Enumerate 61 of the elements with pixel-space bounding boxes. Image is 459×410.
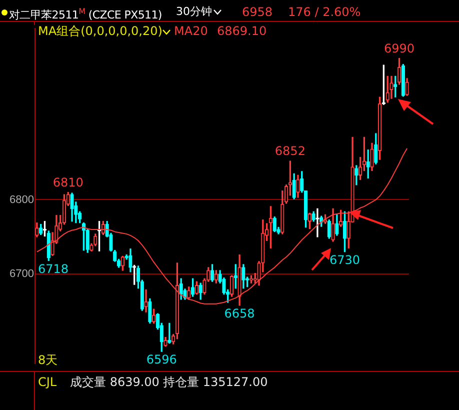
- candlestick: [120, 256, 124, 271]
- annotation: 6730: [329, 252, 360, 267]
- text: CJL: [38, 375, 57, 389]
- candlestick: [292, 173, 296, 200]
- text: 6958: [242, 5, 273, 19]
- candlestick: [370, 142, 374, 172]
- annotation: 6718: [38, 262, 69, 276]
- candlestick: [187, 286, 191, 300]
- text: MA20: [174, 24, 208, 38]
- annotation: 6869.10: [217, 24, 267, 38]
- candlestick: [312, 211, 316, 222]
- text: 持仓量 135127.00: [163, 375, 268, 389]
- candlestick: [335, 214, 339, 236]
- candlestick: [190, 278, 195, 297]
- candlestick: [280, 190, 284, 234]
- candlestick: [132, 264, 136, 285]
- candlestick: [152, 308, 156, 324]
- candlestick: [144, 289, 148, 312]
- candlestick: [331, 208, 335, 242]
- candlestick: [378, 96, 382, 160]
- annotation: 8天: [38, 353, 58, 367]
- candlestick: [405, 78, 409, 96]
- candlestick: [394, 76, 398, 98]
- candlestick: [148, 298, 152, 324]
- y-tick-label: 6700: [10, 268, 34, 280]
- candlestick: [179, 278, 183, 300]
- candlestick: [323, 214, 328, 224]
- candlestick: [397, 58, 402, 85]
- candlestick: [39, 224, 43, 236]
- candlestick: [327, 219, 331, 239]
- candlestick: [316, 208, 320, 238]
- annotation: MA组合(0,0,0,0,0,20): [38, 24, 162, 38]
- candlestick: [272, 216, 276, 232]
- annotation: 6658: [224, 306, 255, 320]
- candlestick: [194, 281, 199, 295]
- text: 成交量 8639.00: [70, 375, 160, 389]
- candlestick: [338, 210, 343, 227]
- candlestick: [97, 220, 102, 252]
- candlestick: [374, 133, 378, 164]
- candlestick: [168, 322, 172, 344]
- chart-subtitle: 30分钟: [176, 5, 212, 19]
- candlestick: [198, 282, 202, 300]
- candlestick: [210, 264, 214, 282]
- candlestick: [128, 248, 132, 272]
- candlestick: [230, 275, 234, 297]
- candlestick: [296, 174, 300, 198]
- candlestick: [70, 192, 74, 222]
- candlestick: [164, 337, 168, 347]
- annotation: 6852: [274, 144, 306, 158]
- candlestick: [35, 222, 39, 238]
- candlestick: [242, 264, 246, 289]
- candlestick: [390, 76, 394, 99]
- text: 176 / 2.60%: [288, 5, 361, 19]
- y-tick-label: 6800: [10, 194, 34, 206]
- candlestick: [401, 64, 405, 97]
- candlestick: [366, 150, 370, 178]
- candlestick: [386, 76, 390, 103]
- annotation: 6596: [146, 352, 177, 367]
- annotation: 6990: [384, 41, 415, 56]
- annotation: 6810: [52, 175, 84, 190]
- chart-title: 对二甲苯2511$^{M}$ (CZCE PX511): [9, 6, 162, 23]
